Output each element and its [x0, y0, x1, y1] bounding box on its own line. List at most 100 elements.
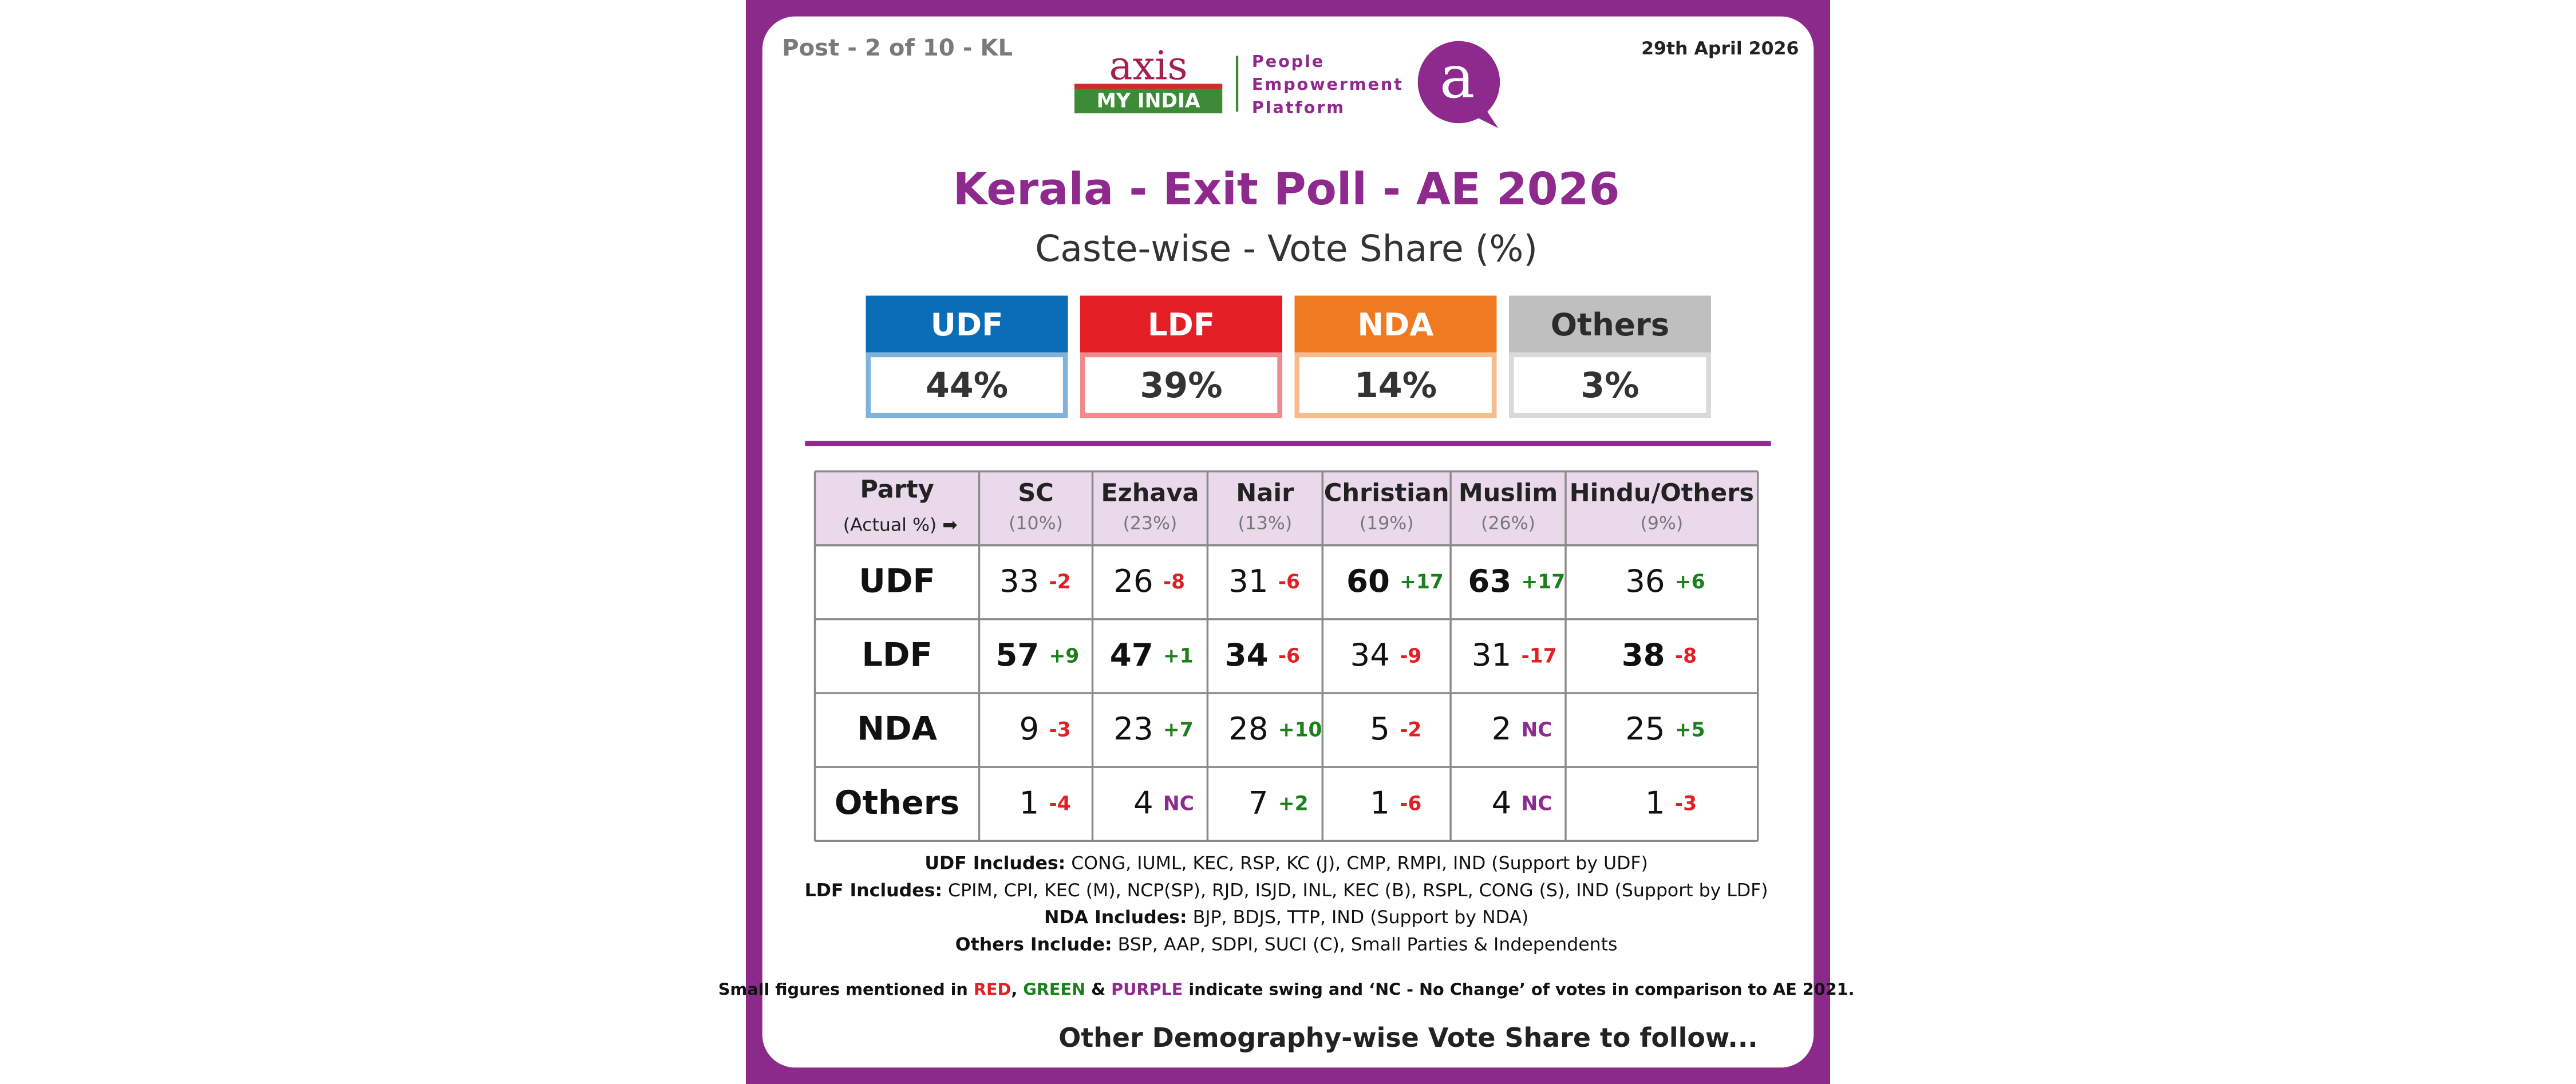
cell-value: 1: [1020, 784, 1040, 821]
column-name: Nair: [1236, 478, 1294, 507]
cell-swing: NC: [1521, 793, 1552, 816]
legend-part: RED: [974, 979, 1012, 999]
cell-value: 28: [1228, 710, 1268, 747]
note: Others Include: BSP, AAP, SDPI, SUCI (C)…: [955, 935, 1618, 955]
date: 29th April 2026: [1641, 38, 1799, 59]
logo-tagline: Empowerment: [1252, 74, 1404, 94]
note-text: BSP, AAP, SDPI, SUCI (C), Small Parties …: [1112, 935, 1618, 955]
card-party: LDF: [1148, 306, 1215, 343]
legend-part: &: [1085, 979, 1111, 999]
subtitle: Caste-wise - Vote Share (%): [1035, 227, 1538, 270]
logo-badge-letter: a: [1440, 43, 1475, 112]
cell-value: 9: [1020, 710, 1040, 747]
note-label: LDF Includes:: [805, 880, 942, 901]
cell-swing: +17: [1521, 571, 1565, 594]
cell-swing: NC: [1163, 793, 1194, 816]
row-party: NDA: [857, 710, 938, 748]
column-name: Muslim: [1459, 478, 1558, 507]
title: Kerala - Exit Poll - AE 2026: [953, 164, 1620, 215]
logo-my-india: MY INDIA: [1097, 89, 1200, 112]
column-share: (13%): [1238, 513, 1292, 533]
cell-value: 60: [1346, 563, 1390, 599]
cell-swing: -3: [1675, 793, 1697, 816]
cell-value: 36: [1625, 563, 1665, 599]
note-text: BJP, BDJS, TTP, IND (Support by NDA): [1187, 907, 1529, 928]
cell-swing: -8: [1675, 644, 1697, 667]
card-share: 44%: [926, 366, 1008, 406]
card-header: [866, 295, 1068, 355]
cell-swing: +17: [1400, 571, 1444, 594]
cell-value: 63: [1468, 563, 1511, 599]
cell-value: 2: [1492, 710, 1512, 747]
cell-swing: +10: [1278, 719, 1322, 742]
card-header: [1080, 295, 1282, 355]
legend-part: Small figures mentioned in: [718, 979, 974, 999]
note: UDF Includes: CONG, IUML, KEC, RSP, KC (…: [924, 853, 1648, 873]
cell-swing: -9: [1400, 644, 1421, 667]
cell-swing: -2: [1400, 719, 1421, 742]
cell-value: 1: [1370, 784, 1390, 821]
note: NDA Includes: BJP, BDJS, TTP, IND (Suppo…: [1044, 907, 1528, 928]
column-name: Ezhava: [1101, 478, 1199, 507]
cell-swing: +6: [1675, 571, 1705, 594]
cell-value: 5: [1370, 710, 1390, 747]
note-label: NDA Includes:: [1044, 907, 1187, 928]
card-value-box: [1294, 352, 1497, 418]
cell-value: 31: [1228, 563, 1268, 599]
cell-value: 26: [1113, 563, 1153, 599]
table-header-bg: [815, 471, 1758, 545]
cell-value: 34: [1350, 636, 1390, 673]
card-header: [1294, 295, 1497, 355]
card-value-box: [866, 352, 1068, 418]
cell-swing: -6: [1278, 571, 1300, 594]
column-share: (19%): [1360, 513, 1414, 533]
cell-value: 23: [1113, 710, 1153, 747]
cell-swing: NC: [1521, 719, 1552, 742]
legend: Small figures mentioned in RED, GREEN & …: [718, 979, 1855, 999]
logo-axis: axis: [1109, 43, 1187, 89]
legend-part: indicate swing and ‘NC - No Change’ of v…: [1183, 979, 1854, 999]
column-share: (10%): [1009, 513, 1063, 533]
cell-swing: -17: [1521, 644, 1556, 667]
cell-swing: +5: [1675, 719, 1705, 742]
row-party: Others: [835, 784, 959, 822]
row-party: LDF: [862, 635, 932, 674]
cell-value: 1: [1645, 784, 1665, 821]
card-party: UDF: [931, 306, 1003, 343]
footer: Other Demography-wise Vote Share to foll…: [1058, 1022, 1757, 1053]
logo-tagline: People: [1252, 52, 1325, 71]
column-share: (23%): [1123, 513, 1178, 533]
cell-value: 4: [1492, 784, 1512, 821]
post-label: Post - 2 of 10 - KL: [782, 35, 1013, 61]
cell-value: 38: [1622, 636, 1665, 673]
card-header: [1508, 295, 1711, 355]
cell-swing: -6: [1400, 793, 1421, 816]
note: LDF Includes: CPIM, CPI, KEC (M), NCP(SP…: [805, 880, 1768, 901]
logo-badge: [1417, 41, 1500, 124]
cell-value: 34: [1225, 636, 1269, 673]
note-label: Others Include:: [955, 935, 1112, 955]
cell-swing: +9: [1049, 644, 1079, 667]
card-share: 14%: [1354, 366, 1437, 406]
cell-swing: -4: [1049, 793, 1070, 816]
cell-swing: -3: [1049, 719, 1070, 742]
logo-tagline: Platform: [1252, 97, 1345, 117]
note-text: CPIM, CPI, KEC (M), NCP(SP), RJD, ISJD, …: [942, 880, 1768, 901]
cell-swing: +2: [1278, 793, 1309, 816]
cell-value: 47: [1110, 636, 1153, 673]
corner-title: Party: [860, 476, 934, 504]
cell-value: 7: [1249, 784, 1269, 821]
logo-box: [1074, 87, 1223, 114]
column-name: Christian: [1324, 478, 1449, 507]
cell-value: 31: [1472, 636, 1511, 673]
legend-part: GREEN: [1023, 979, 1085, 999]
legend-part: PURPLE: [1111, 979, 1183, 999]
cell-swing: -8: [1163, 571, 1185, 594]
column-share: (26%): [1481, 513, 1535, 533]
card-share: 3%: [1581, 366, 1639, 406]
column-name: SC: [1018, 478, 1054, 507]
card-share: 39%: [1140, 366, 1222, 406]
card-value-box: [1508, 352, 1711, 418]
